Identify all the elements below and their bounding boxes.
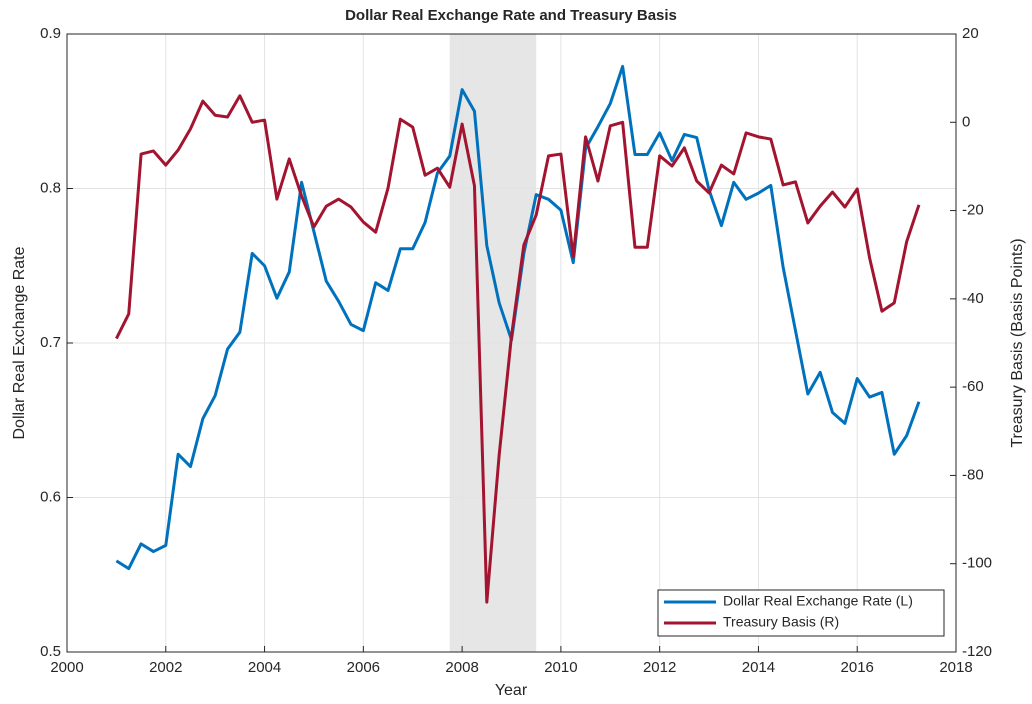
x-tick-label: 2004 bbox=[248, 659, 281, 676]
legend-label: Treasury Basis (R) bbox=[723, 614, 839, 630]
x-tick-label: 2002 bbox=[149, 659, 182, 676]
line-series bbox=[115, 94, 921, 604]
y-axis-label: Dollar Real Exchange Rate bbox=[11, 246, 28, 439]
legend-label: Dollar Real Exchange Rate (L) bbox=[723, 593, 913, 609]
y2-tick-label: -20 bbox=[962, 202, 984, 219]
y-tick-label: 0.9 bbox=[40, 25, 61, 42]
y2-tick-label: -80 bbox=[962, 466, 984, 483]
legend: Dollar Real Exchange Rate (L) Treasury Ba… bbox=[657, 589, 945, 637]
x-tick-label: 2010 bbox=[544, 659, 577, 676]
y2-tick-label: -40 bbox=[962, 290, 984, 307]
y2-tick-label: -120 bbox=[962, 643, 992, 660]
legend-box bbox=[657, 589, 945, 637]
x-tick-label: 2008 bbox=[445, 659, 478, 676]
y2-axis-label: Treasury Basis (Basis Points) bbox=[1009, 238, 1026, 447]
chart-title: Dollar Real Exchange Rate and Treasury B… bbox=[345, 7, 677, 24]
x-tick-label: 2016 bbox=[841, 659, 874, 676]
x-tick-label: 2018 bbox=[939, 659, 972, 676]
y2-tick-label: -100 bbox=[962, 555, 992, 572]
x-tick-label: 2006 bbox=[347, 659, 380, 676]
y-tick-label: 0.8 bbox=[40, 179, 61, 196]
y2-tick-label: 0 bbox=[962, 113, 970, 130]
x-axis-label: Year bbox=[495, 682, 528, 699]
y2-tick-label: 20 bbox=[962, 25, 979, 42]
y-tick-label: 0.5 bbox=[40, 643, 61, 660]
y-tick-label: 0.6 bbox=[40, 488, 61, 505]
plot-frame bbox=[66, 33, 957, 653]
y-tick-label: 0.7 bbox=[40, 334, 61, 351]
x-tick-label: 2014 bbox=[742, 659, 775, 676]
x-tick-label: 2012 bbox=[643, 659, 676, 676]
y2-tick-label: -60 bbox=[962, 378, 984, 395]
x-tick-label: 2000 bbox=[50, 659, 83, 676]
